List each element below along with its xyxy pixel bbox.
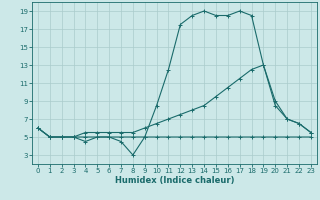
X-axis label: Humidex (Indice chaleur): Humidex (Indice chaleur) xyxy=(115,176,234,185)
